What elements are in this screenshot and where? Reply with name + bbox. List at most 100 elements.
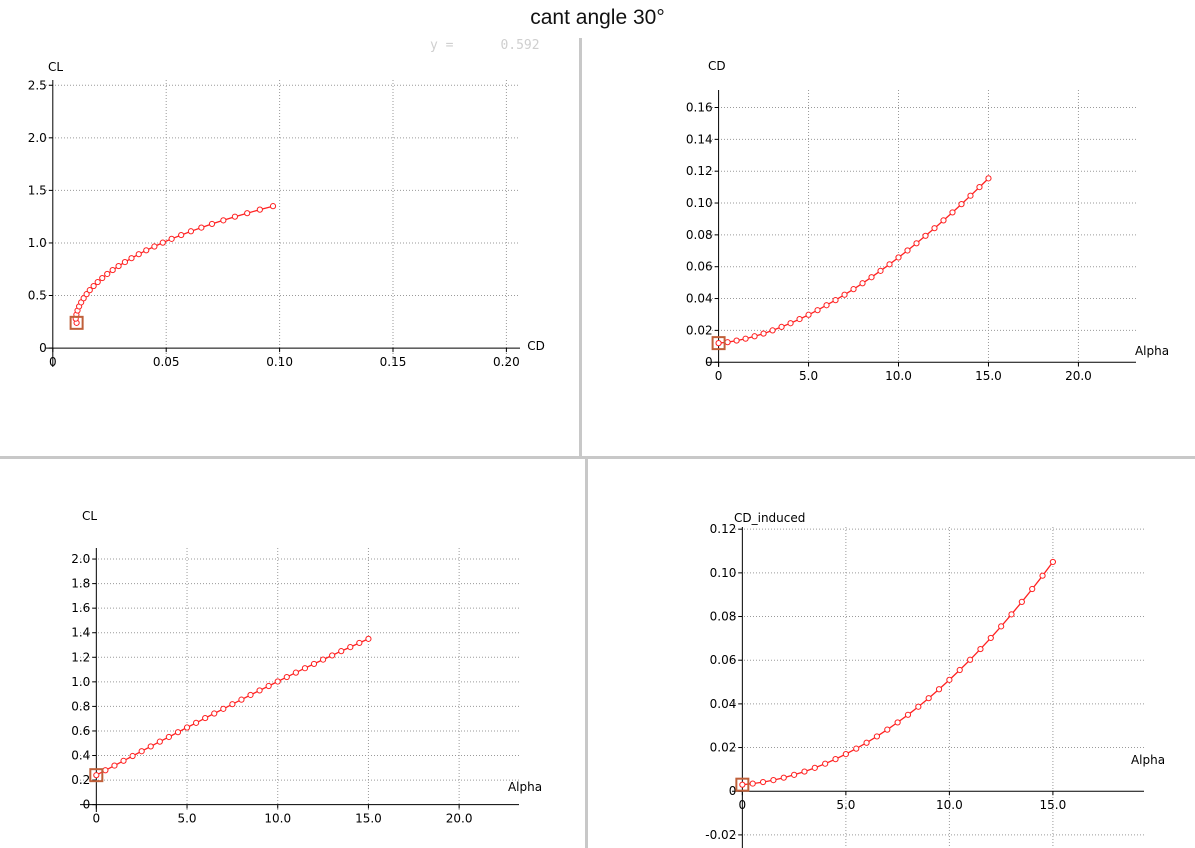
x-tick-label: 5.0 [836,798,855,812]
y-tick-label: 1.0 [71,675,90,689]
data-point [183,724,191,731]
data-point [823,302,830,309]
x-tick-label: 15.0 [1040,798,1067,812]
data-point [832,297,839,304]
y-tick-label: 0.8 [71,699,90,713]
y-axis-label: CD_induced [734,511,805,525]
x-tick-label: 0 [49,355,57,369]
data-point [811,764,818,771]
data-point [208,220,216,228]
series-line [75,205,274,323]
data-point [868,274,875,281]
data-point [739,781,746,788]
data-point [987,634,994,642]
data-point [801,768,808,775]
y-tick-label: 0.08 [710,610,737,624]
data-point [922,232,929,239]
data-point [998,623,1005,630]
data-point [83,291,90,298]
data-point [93,772,100,779]
data-point [292,669,299,676]
data-point [238,696,245,703]
x-axis-label: Alpha [1131,753,1165,767]
data-point [121,258,129,266]
x-tick-label: 0.05 [153,355,180,369]
data-point [329,652,336,659]
data-point [796,315,803,323]
x-tick-label: 0 [739,798,747,812]
data-point [356,639,363,647]
data-point [120,757,127,764]
x-tick-label: 15.0 [355,812,382,826]
y-tick-label: 1.4 [71,626,90,640]
y-tick-label: 1.2 [71,650,90,664]
chart-panel-2: 0 5.0 10.0 15.0 20.0 0 0.02 0.04 0.06 0.08 0.10 0.1… [686,59,1169,383]
data-point [168,235,175,242]
y-tick-label: 0.4 [71,749,90,763]
selected-point-marker [735,777,750,792]
data-point [853,745,860,752]
data-point [877,267,884,274]
y-tick-label: -0.02 [705,828,736,842]
y-tick-label: 0.08 [686,228,713,242]
data-point [198,224,205,231]
data-point [319,656,327,663]
data-point [895,254,902,261]
x-axis-label: Alpha [508,780,542,794]
data-point [202,714,209,722]
data-point [832,756,839,763]
x-tick-label: 0 [715,369,723,383]
y-tick-label: 0 [705,355,713,369]
data-point [174,729,182,736]
data-point [904,711,912,718]
y-tick-label: 0.04 [710,697,737,711]
data-point [1049,558,1057,566]
data-point [822,760,829,767]
y-tick-label: 0.14 [686,132,713,146]
y-tick-label: 0 [39,341,47,355]
data-point [90,282,97,290]
data-point [985,175,992,182]
data-point [751,333,758,340]
data-point [940,217,947,224]
data-point [274,678,281,685]
data-point [1039,572,1046,579]
y-axis-label: CD [708,59,726,73]
y-tick-label: 2.5 [28,78,47,92]
data-point [935,686,943,693]
data-point [742,335,749,342]
data-point [967,192,974,199]
data-point [1018,598,1025,606]
data-point [770,776,777,784]
chart-panel-4: 0 5.0 10.0 15.0 -0.02 0 0.02 0.04 0.06 0.08 0.10 0.… [705,511,1165,848]
data-point [949,209,956,216]
x-axis-label: Alpha [1135,344,1169,358]
y-tick-label: 0.12 [686,164,713,178]
horizontal-splitter[interactable] [0,456,1195,459]
data-point [841,291,848,298]
data-point [256,206,263,213]
data-point [976,184,983,191]
data-point [128,255,135,262]
data-point [904,247,911,254]
data-point [338,648,345,655]
data-point [220,217,227,224]
y-tick-label: 0 [83,798,91,812]
y-axis-label: CL [48,60,63,74]
x-tick-label: 0 [93,812,101,826]
vertical-splitter-lower[interactable] [585,459,588,848]
x-tick-label: 0.10 [266,355,293,369]
y-tick-label: 2.0 [28,131,47,145]
data-point [791,771,798,778]
data-point [151,243,158,250]
data-point [165,733,172,741]
y-tick-label: 0.06 [710,653,737,667]
data-point [850,286,857,293]
y-tick-label: 1.6 [71,601,90,615]
x-tick-label: 5.0 [177,812,196,826]
vertical-splitter[interactable] [579,38,582,456]
x-tick-label: 10.0 [885,369,912,383]
data-point [220,705,227,712]
data-point [301,665,309,672]
